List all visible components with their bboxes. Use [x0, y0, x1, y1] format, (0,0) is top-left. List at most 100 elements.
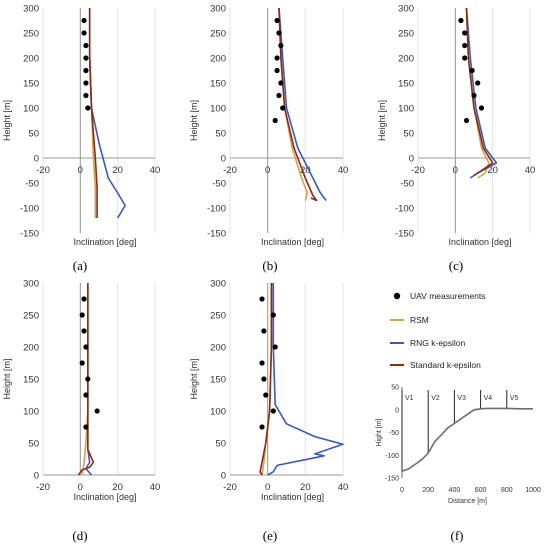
uav-point	[475, 80, 481, 86]
uav-point	[462, 55, 468, 61]
x-axis-title: Inclination [deg]	[261, 237, 324, 247]
series-line-rng	[465, 7, 498, 179]
uav-point	[274, 17, 280, 24]
y-tick-label: 50	[403, 129, 414, 140]
uav-point	[270, 312, 276, 318]
y-tick-label: 100	[210, 104, 226, 115]
y-tick-label: -150	[207, 229, 226, 240]
uav-point	[83, 424, 89, 430]
x-tick-label: 20	[112, 482, 123, 493]
y-tick-label: 300	[23, 279, 39, 290]
x-tick-label: 0	[453, 165, 458, 176]
y-tick-label: 300	[210, 4, 226, 15]
y-tick-label: 150	[23, 79, 39, 90]
y-tick-label: 150	[210, 375, 226, 386]
uav-point	[79, 312, 85, 318]
terrain-y-tick-label: -50	[389, 430, 399, 437]
uav-point	[83, 92, 89, 99]
series-line-std	[77, 283, 95, 476]
uav-point	[79, 360, 85, 366]
terrain-x-tick-label: 800	[501, 487, 513, 494]
uav-point	[469, 67, 475, 74]
y-tick-label: 300	[23, 4, 39, 15]
uav-point	[81, 30, 87, 36]
uav-point	[259, 360, 265, 366]
y-axis-title: Height [m]	[189, 100, 199, 141]
terrain-vertical-label: V1	[405, 395, 414, 402]
y-tick-label: -50	[400, 179, 414, 190]
uav-point	[462, 30, 468, 36]
series-line-std	[465, 7, 494, 177]
y-tick-label: -50	[25, 179, 39, 190]
y-tick-label: 200	[210, 54, 226, 65]
y-tick-label: -150	[395, 229, 414, 240]
y-tick-label: 50	[215, 129, 226, 140]
panel-label: (d)	[72, 528, 87, 543]
y-tick-label: 250	[210, 311, 226, 322]
terrain-y-tick-label: -100	[385, 453, 399, 460]
terrain-profile-line	[401, 407, 533, 472]
uav-point	[276, 92, 282, 99]
x-tick-label: 40	[525, 165, 536, 176]
terrain-panel: -150 -100 -50 0 50 0 200 400 600 800 1000 Distance …	[376, 385, 541, 544]
uav-point	[478, 105, 485, 111]
y-axis-title: Height [m]	[2, 100, 12, 141]
terrain-y-tick-label: 50	[391, 385, 399, 392]
uav-point	[274, 67, 280, 74]
panel-label: (c)	[449, 258, 463, 273]
y-tick-label: -100	[20, 204, 39, 215]
legend-rng-label: RNG k-epsilon	[410, 338, 466, 348]
uav-point	[261, 328, 267, 334]
uav-point	[463, 117, 470, 124]
y-tick-label: 200	[23, 54, 39, 65]
y-tick-label: -100	[207, 204, 226, 215]
y-axis-title: Height [m]	[189, 358, 199, 399]
uav-point	[94, 408, 100, 414]
y-tick-label: 150	[398, 79, 414, 90]
terrain-x-tick-label: 200	[422, 487, 434, 494]
y-tick-label: 50	[28, 129, 39, 140]
uav-point	[263, 392, 269, 398]
x-axis-title: Inclination [deg]	[73, 492, 136, 502]
y-axis-title: Height [m]	[377, 100, 387, 141]
terrain-vertical-label: V3	[457, 395, 466, 402]
uav-point	[85, 376, 91, 382]
y-tick-label: 250	[210, 29, 226, 40]
uav-point	[278, 80, 284, 86]
terrain-x-tick-label: 0	[400, 487, 404, 494]
y-tick-label: 100	[398, 104, 414, 115]
uav-point	[83, 344, 89, 350]
uav-point	[81, 296, 87, 302]
x-tick-label: -20	[411, 165, 425, 176]
uav-point	[259, 424, 265, 430]
y-tick-label: 200	[23, 343, 39, 354]
x-axis-title: Inclination [deg]	[448, 237, 511, 247]
uav-point	[85, 105, 91, 111]
uav-point	[276, 30, 282, 36]
panel-label: (f)	[451, 528, 464, 543]
y-tick-label: 250	[23, 29, 39, 40]
series-line-std	[278, 7, 318, 202]
panel-label: (a)	[73, 258, 87, 273]
y-tick-label: 200	[210, 343, 226, 354]
panel-label: (e)	[263, 528, 277, 543]
x-tick-label: -20	[223, 482, 237, 493]
uav-point	[471, 92, 477, 99]
uav-point	[274, 55, 280, 61]
y-tick-label: 0	[409, 154, 414, 165]
x-tick-label: 0	[78, 165, 83, 176]
uav-point	[83, 67, 89, 74]
x-tick-label: 0	[78, 482, 83, 493]
terrain-vertical-label: V4	[484, 395, 493, 402]
uav-point	[462, 42, 468, 49]
x-tick-label: 40	[150, 482, 161, 493]
uav-point	[272, 117, 278, 124]
legend-rsm-label: RSM	[410, 315, 429, 325]
terrain-x-tick-label: 400	[449, 487, 461, 494]
x-tick-label: 0	[265, 165, 270, 176]
terrain-vertical-label: V5	[510, 395, 519, 402]
